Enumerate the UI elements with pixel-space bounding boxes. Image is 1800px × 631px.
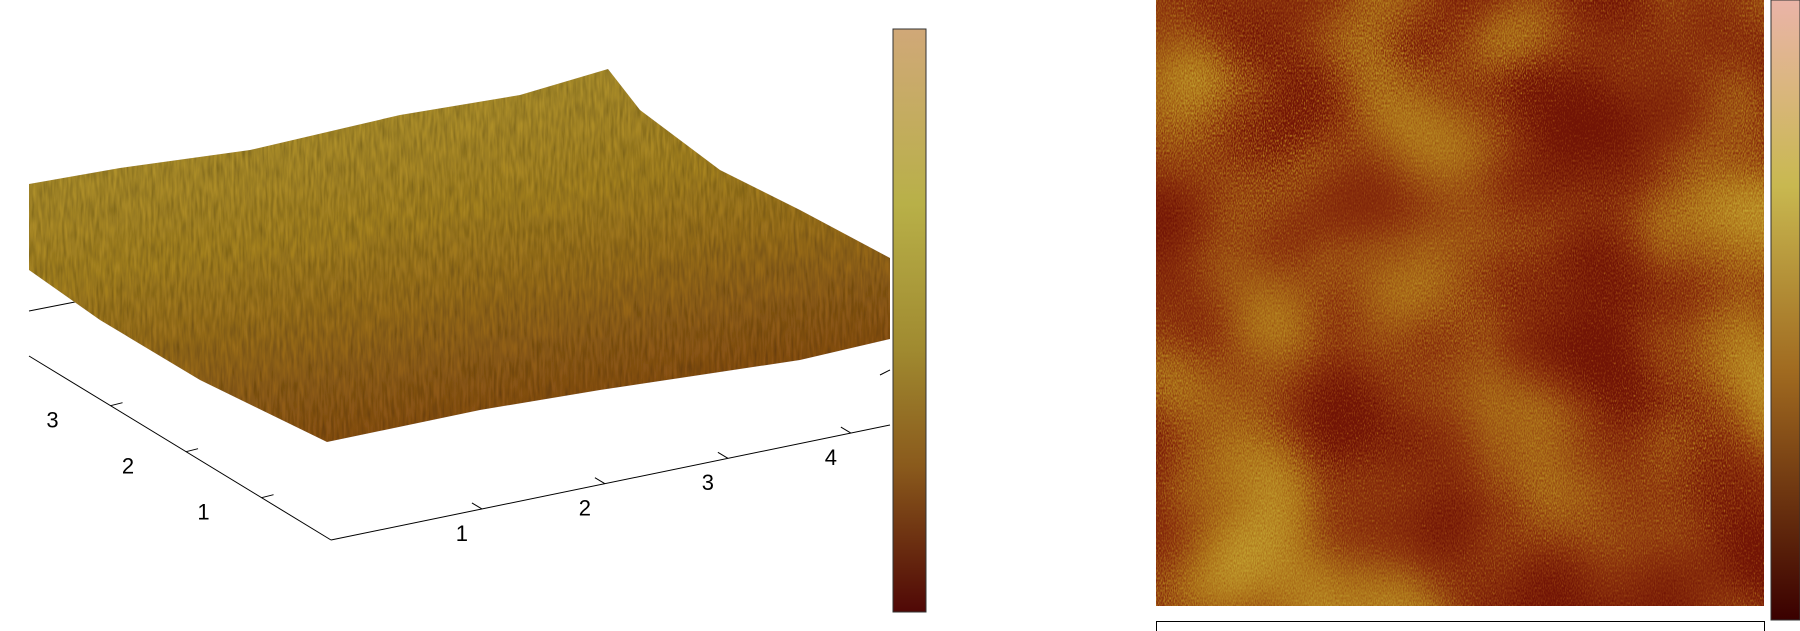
surface (29, 69, 890, 442)
x-tick-label: 4 (825, 445, 837, 470)
y-tick-label: 1 (197, 499, 209, 524)
height-map (1156, 0, 1764, 606)
y-tick (261, 494, 274, 499)
y-tick (110, 402, 123, 407)
y-tick-label: 3 (46, 407, 58, 432)
axis-line (28, 300, 81, 312)
x-axis-line (330, 424, 891, 541)
colorbar (1770, 0, 1800, 621)
x-tick-label: 2 (579, 495, 591, 520)
x-tick (717, 451, 729, 459)
x-tick (840, 426, 852, 434)
colorbar (892, 28, 927, 613)
y-tick (185, 448, 199, 453)
scale-box (1156, 621, 1765, 631)
y-axis-line (28, 355, 332, 541)
x-tick (471, 502, 483, 510)
x-tick-label: 1 (456, 521, 468, 546)
heatmap-panel (1156, 0, 1800, 631)
axis-line (879, 369, 891, 376)
y-tick-label: 2 (122, 453, 134, 478)
x-tick (594, 477, 606, 485)
axis-ticks: 1 2 3 4 1 2 3 (46, 402, 852, 546)
x-tick-label: 3 (702, 470, 714, 495)
surface-panel: 1 2 3 4 1 2 3 (28, 28, 927, 613)
